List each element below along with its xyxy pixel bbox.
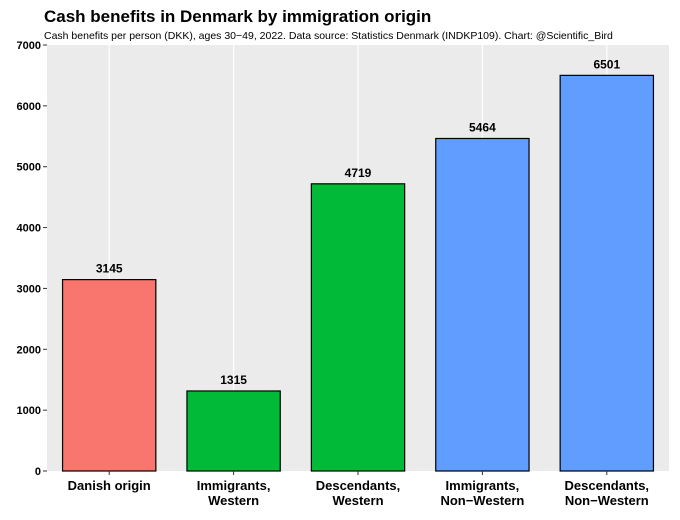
data-label: 5464	[469, 120, 496, 134]
bar	[559, 74, 655, 472]
bar	[435, 137, 530, 472]
data-label: 4719	[345, 166, 372, 180]
y-tick-label: 4000	[17, 223, 41, 235]
y-tick-label: 0	[35, 466, 41, 478]
x-tick-label: Immigrants,	[446, 478, 520, 493]
y-tick-label: 1000	[17, 405, 41, 417]
y-tick-label: 3000	[17, 283, 41, 295]
x-tick-label: Non−Western	[565, 493, 649, 508]
data-label: 6501	[593, 57, 620, 71]
x-tick-label: Western	[332, 493, 383, 508]
x-tick-label: Danish origin	[68, 478, 151, 493]
bar	[310, 183, 406, 472]
x-tick-label: Western	[208, 493, 259, 508]
bar	[61, 279, 157, 472]
chart-subtitle: Cash benefits per person (DKK), ages 30−…	[44, 30, 613, 42]
y-tick-label: 7000	[17, 40, 41, 52]
x-tick-label: Descendants,	[316, 478, 401, 493]
chart-title: Cash benefits in Denmark by immigration …	[44, 7, 432, 26]
y-tick-label: 2000	[17, 344, 41, 356]
data-label: 1315	[220, 373, 247, 387]
y-tick-label: 5000	[17, 162, 41, 174]
bar	[186, 390, 281, 472]
x-tick-label: Descendants,	[565, 478, 650, 493]
y-tick-label: 6000	[17, 101, 41, 113]
x-tick-label: Immigrants,	[197, 478, 271, 493]
data-label: 3145	[96, 262, 123, 276]
x-tick-label: Non−Western	[440, 493, 524, 508]
